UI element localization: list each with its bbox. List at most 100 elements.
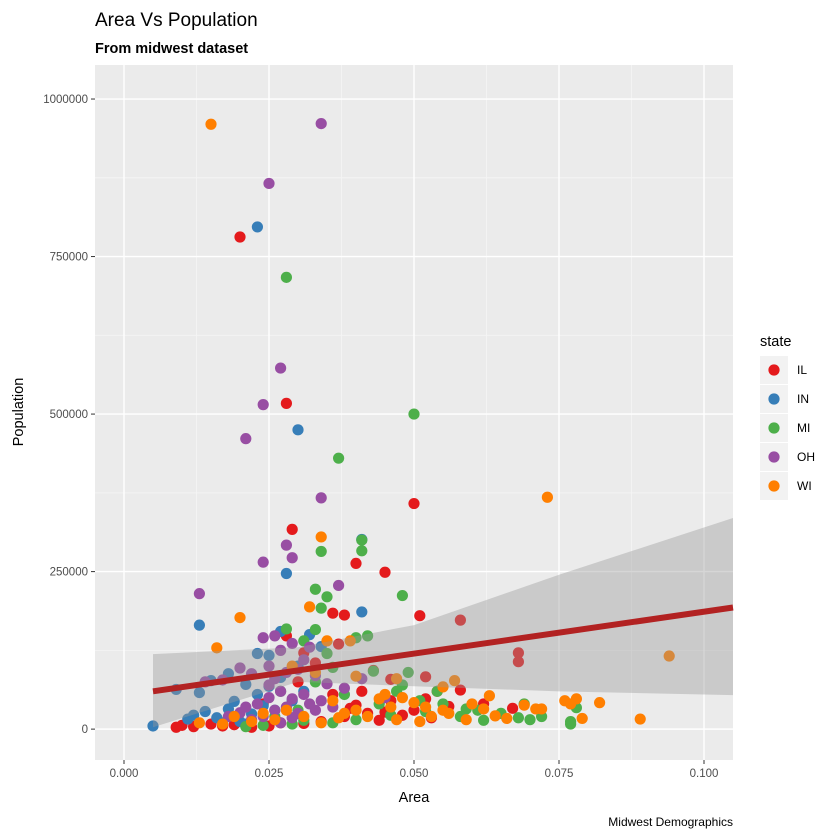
- x-axis-title: Area: [399, 790, 431, 806]
- data-point-mi: [565, 715, 577, 728]
- data-point-wi: [576, 712, 588, 725]
- data-point-oh: [298, 688, 310, 701]
- data-point-wi: [269, 714, 281, 726]
- data-point-mi: [333, 452, 345, 464]
- data-point-wi: [327, 695, 339, 707]
- data-point-oh: [240, 701, 252, 713]
- data-point-oh: [309, 704, 321, 716]
- data-point-wi: [565, 698, 577, 710]
- data-point-wi: [420, 701, 432, 713]
- data-point-wi: [246, 715, 258, 728]
- legend-swatch: [768, 422, 780, 434]
- legend-swatch: [768, 364, 780, 376]
- legend-label: OH: [797, 450, 815, 464]
- x-tick-label: 0.050: [400, 768, 429, 780]
- data-point-il: [420, 671, 432, 683]
- data-point-wi: [414, 715, 426, 728]
- data-point-in: [251, 688, 263, 701]
- data-point-wi: [501, 712, 513, 725]
- data-point-oh: [298, 654, 310, 666]
- data-point-mi: [524, 714, 536, 726]
- data-point-wi: [466, 698, 478, 710]
- data-point-wi: [518, 699, 530, 711]
- data-point-wi: [344, 635, 356, 647]
- data-point-wi: [234, 611, 246, 624]
- data-point-wi: [321, 635, 333, 647]
- data-point-il: [408, 497, 420, 510]
- legend-title: state: [760, 334, 791, 350]
- data-point-wi: [449, 675, 461, 687]
- x-tick-label: 0.100: [690, 768, 719, 780]
- data-point-il: [356, 685, 368, 697]
- data-point-mi: [280, 623, 292, 635]
- data-point-oh: [338, 682, 350, 694]
- data-point-mi: [309, 583, 321, 595]
- chart-title: Area Vs Population: [95, 10, 258, 31]
- data-point-oh: [280, 539, 292, 551]
- data-point-il: [292, 676, 304, 688]
- data-point-wi: [193, 717, 205, 729]
- legend-entry-oh: OH: [760, 443, 815, 471]
- legend-label: MI: [797, 421, 810, 435]
- data-point-mi: [402, 666, 414, 679]
- data-point-il: [333, 638, 345, 650]
- data-point-oh: [315, 492, 327, 504]
- regression-line: [152, 604, 734, 695]
- data-point-wi: [391, 714, 403, 726]
- data-point-wi: [536, 703, 548, 715]
- data-point-wi: [437, 681, 449, 693]
- data-point-oh: [257, 556, 269, 568]
- legend-label: IL: [797, 363, 807, 377]
- data-point-oh: [257, 632, 269, 644]
- data-point-il: [327, 607, 339, 619]
- data-point-mi: [512, 712, 525, 724]
- data-point-wi: [408, 697, 420, 709]
- legend: state IL IN MI OH WI: [760, 334, 815, 500]
- data-point-in: [251, 221, 263, 233]
- data-point-oh: [263, 692, 275, 704]
- data-point-wi: [594, 697, 606, 709]
- data-point-wi: [298, 710, 310, 723]
- data-point-wi: [425, 710, 437, 723]
- data-point-in: [251, 647, 263, 660]
- data-point-wi: [443, 707, 455, 719]
- data-point-in: [147, 720, 159, 732]
- data-point-in: [188, 709, 200, 721]
- y-axis-ticks: 0 250000 500000 750000 1000000: [43, 94, 95, 736]
- data-point-oh: [286, 552, 298, 564]
- regression-line-layer: [152, 604, 734, 695]
- data-point-mi: [408, 408, 420, 420]
- x-tick-label: 0.075: [545, 768, 574, 780]
- data-point-oh: [321, 678, 333, 690]
- y-tick-label: 0: [82, 724, 88, 736]
- data-point-wi: [663, 650, 675, 662]
- x-tick-label: 0.000: [110, 768, 139, 780]
- data-point-wi: [350, 670, 362, 682]
- data-point-wi: [350, 704, 362, 716]
- data-point-mi: [350, 714, 362, 726]
- data-point-mi: [321, 591, 333, 603]
- y-tick-label: 1000000: [43, 94, 88, 106]
- data-point-il: [280, 397, 292, 409]
- data-point-in: [193, 686, 205, 699]
- legend-entries: IL IN MI OH WI: [760, 356, 815, 500]
- data-point-in: [263, 649, 275, 662]
- data-point-mi: [356, 545, 368, 557]
- data-point-wi: [541, 491, 554, 503]
- data-point-il: [454, 614, 466, 626]
- legend-entry-mi: MI: [760, 414, 810, 442]
- data-point-il: [512, 656, 525, 668]
- data-point-il: [170, 721, 182, 733]
- data-point-oh: [315, 695, 327, 707]
- confidence-band-layer: [153, 518, 733, 728]
- legend-entry-il: IL: [760, 356, 807, 384]
- data-point-oh: [275, 644, 287, 656]
- data-point-wi: [396, 692, 408, 704]
- data-point-in: [193, 619, 205, 631]
- data-point-oh: [193, 588, 205, 600]
- data-point-wi: [478, 703, 490, 715]
- data-point-wi: [634, 713, 646, 725]
- data-point-wi: [385, 701, 397, 713]
- data-point-oh: [263, 177, 275, 190]
- x-tick-label: 0.025: [255, 768, 284, 780]
